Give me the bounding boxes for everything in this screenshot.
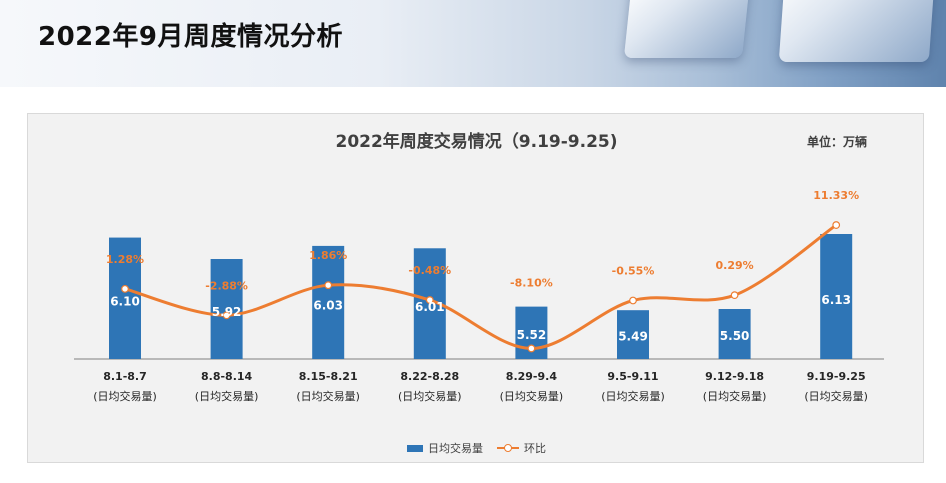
bar-value-label: 6.01 [415, 300, 445, 314]
header-banner [0, 0, 946, 87]
bar-value-label: 5.50 [720, 329, 750, 343]
line-value-label: 11.33% [813, 189, 859, 202]
legend-item-line: 环比 [497, 440, 546, 456]
combo-chart: 6.10 5.92 6.03 6.01 5.52 5.49 5.50 6.13 1.28% -2.… [74, 189, 884, 403]
x-tick-sublabel: (日均交易量) [601, 389, 665, 403]
x-tick-label: 9.5-9.11 [607, 370, 658, 383]
x-tick-sublabel: (日均交易量) [195, 389, 259, 403]
line-point [324, 281, 333, 290]
x-tick-sublabel: (日均交易量) [804, 389, 868, 403]
bar-value-label: 6.03 [313, 299, 343, 313]
x-tick-label: 8.15-8.21 [299, 370, 358, 383]
unit-label: 单位：万辆 [806, 135, 867, 149]
x-tick-sublabel: (日均交易量) [93, 389, 157, 403]
line-point [629, 296, 637, 305]
legend-label-bar: 日均交易量 [428, 442, 483, 455]
line-point [527, 344, 536, 353]
line-value-label: -0.48% [408, 264, 451, 277]
x-tick-label: 9.12-9.18 [705, 370, 764, 383]
line-value-label: -8.10% [510, 276, 553, 289]
legend-label-line: 环比 [524, 442, 546, 455]
decorative-cube [623, 0, 751, 58]
bar-value-label: 5.49 [618, 330, 648, 344]
chart-title: 2022年周度交易情况（9.19-9.25) [335, 132, 618, 152]
x-tick-label: 8.29-9.4 [506, 370, 558, 383]
bar-daily-volume [820, 234, 853, 359]
bar-daily-volume [617, 310, 649, 359]
line-value-label: -2.88% [205, 279, 248, 292]
x-tick-label: 8.1-8.7 [103, 370, 147, 383]
line-point [730, 291, 739, 300]
line-point [832, 221, 841, 229]
bar-daily-volume [109, 237, 141, 359]
line-value-label: 0.29% [716, 259, 754, 272]
x-tick-label: 9.19-9.25 [807, 370, 866, 383]
line-value-label: 1.28% [106, 253, 144, 266]
bar-daily-volume [312, 245, 345, 359]
bar-daily-volume [718, 309, 751, 359]
decorative-cube [778, 0, 936, 62]
chart-panel: 6.10 5.92 6.03 6.01 5.52 5.49 5.50 6.13 1.28% -2.… [27, 113, 924, 463]
line-value-label: 1.86% [309, 249, 347, 262]
x-tick-sublabel: (日均交易量) [500, 389, 564, 403]
x-tick-label: 8.22-8.28 [400, 370, 459, 383]
chart-legend: 日均交易量 环比 [28, 440, 925, 456]
x-tick-label: 8.8-8.14 [201, 370, 253, 383]
bar-value-label: 6.10 [110, 295, 140, 309]
bar-value-label: 6.13 [821, 293, 851, 307]
line-point [425, 296, 434, 304]
page-title: 2022年9月周度情况分析 [38, 22, 343, 52]
x-tick-sublabel: (日均交易量) [296, 389, 360, 403]
line-point [222, 311, 231, 320]
bar-value-label: 5.52 [517, 328, 547, 342]
bar-daily-volume [210, 259, 243, 359]
bar-value-label: 5.92 [212, 305, 242, 319]
bar-swatch-icon [407, 444, 423, 452]
line-swatch-icon [497, 443, 519, 453]
x-tick-sublabel: (日均交易量) [703, 389, 767, 403]
legend-item-bar: 日均交易量 [407, 440, 483, 456]
line-point [121, 284, 129, 293]
x-tick-sublabel: (日均交易量) [398, 389, 462, 403]
line-value-label: -0.55% [612, 264, 655, 277]
